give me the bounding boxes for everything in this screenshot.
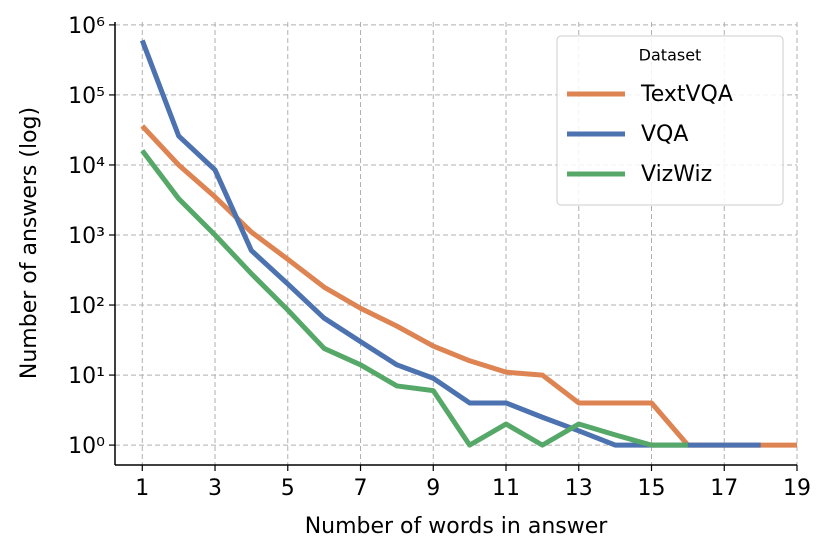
y-tick-label: 10⁵: [68, 84, 105, 109]
legend-box: [556, 35, 784, 206]
legend-label: VizWiz: [641, 162, 712, 187]
y-tick-label: 10³: [68, 224, 105, 249]
legend-label: TextVQA: [640, 82, 733, 107]
y-tick-label: 10²: [68, 294, 105, 319]
x-tick-label: 19: [783, 476, 811, 501]
y-axis-label: Number of answers (log): [17, 107, 42, 379]
legend-title: Dataset: [639, 46, 702, 65]
y-tick-label: 10⁶: [68, 14, 105, 39]
x-axis-label: Number of words in answer: [305, 514, 609, 539]
x-tick-label: 5: [281, 476, 295, 501]
legend-label: VQA: [641, 122, 688, 147]
x-tick-label: 9: [426, 476, 440, 501]
x-tick-label: 17: [710, 476, 738, 501]
x-tick-label: 1: [135, 476, 149, 501]
y-tick-label: 10⁴: [68, 154, 105, 179]
x-tick-label: 7: [354, 476, 368, 501]
x-tick-label: 13: [565, 476, 593, 501]
x-tick-label: 15: [638, 476, 666, 501]
series-line: [140, 149, 688, 448]
y-tick-label: 10¹: [68, 364, 105, 389]
x-tick-label: 11: [492, 476, 520, 501]
legend: Dataset TextVQA VQA VizWiz: [556, 35, 784, 206]
y-tick-label: 10⁰: [68, 434, 105, 459]
x-tick-label: 3: [208, 476, 222, 501]
